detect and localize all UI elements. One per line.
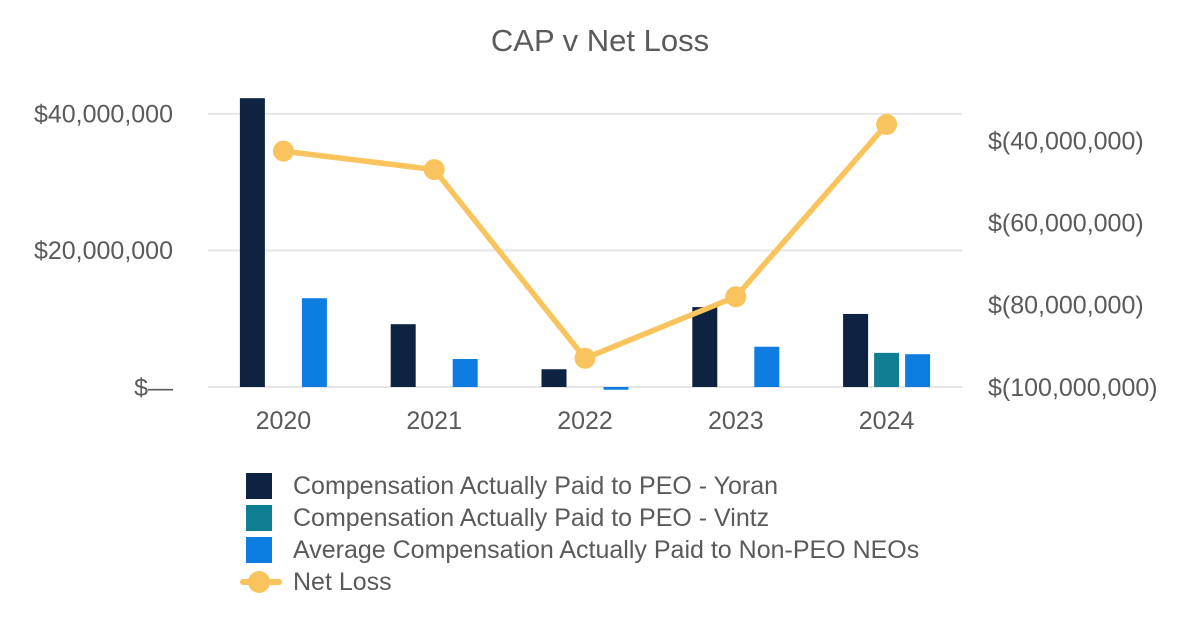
left-axis-tick-label: $20,000,000 — [34, 237, 173, 265]
net-loss-point-2021 — [423, 159, 445, 181]
legend-label: Net Loss — [293, 567, 392, 596]
legend-label: Compensation Actually Paid to PEO - Yora… — [293, 471, 779, 500]
legend-label: Compensation Actually Paid to PEO - Vint… — [293, 503, 770, 532]
right-axis-tick-label: $(60,000,000) — [988, 210, 1144, 238]
net-loss-line — [280, 121, 890, 362]
x-axis-tick-label: 2020 — [256, 407, 312, 435]
x-axis-tick-label: 2024 — [859, 407, 915, 435]
legend-item-peo-vintz: Compensation Actually Paid to PEO - Vint… — [246, 503, 919, 532]
right-axis-tick-label: $(80,000,000) — [988, 292, 1144, 320]
bar-series0-2024 — [843, 313, 869, 387]
x-axis-tick-label: 2021 — [406, 407, 462, 435]
bar-series2-2021 — [452, 359, 478, 387]
chart-title: CAP v Net Loss — [490, 23, 710, 58]
bar-series2-2022 — [603, 387, 629, 390]
right-axis-tick-label: $(100,000,000) — [988, 374, 1158, 402]
legend-item-net-loss: Net Loss — [240, 567, 919, 596]
net-loss-point-2020 — [272, 140, 294, 162]
vintz-bar-swatch-icon — [246, 505, 272, 531]
yoran-bar-swatch-icon — [246, 473, 272, 499]
bar-series0-2020 — [239, 98, 265, 387]
chart-legend: Compensation Actually Paid to PEO - Yora… — [240, 471, 920, 596]
neo-bar-swatch-icon — [246, 537, 272, 563]
bar-series1-2024 — [874, 352, 900, 387]
net-loss-point-2024 — [876, 113, 898, 135]
legend-item-peo-yoran: Compensation Actually Paid to PEO - Yora… — [246, 471, 919, 500]
x-axis-tick-label: 2022 — [557, 407, 613, 435]
bar-series0-2023 — [692, 307, 718, 387]
x-axis-tick-label: 2023 — [708, 407, 764, 435]
bar-series0-2022 — [541, 369, 567, 387]
net-loss-point-2022 — [574, 347, 596, 369]
bar-series2-2024 — [905, 354, 931, 387]
legend-item-non-peo-neos: Average Compensation Actually Paid to No… — [246, 535, 920, 564]
bar-series2-2020 — [301, 298, 327, 387]
legend-label: Average Compensation Actually Paid to No… — [293, 535, 920, 564]
net-loss-point-2023 — [725, 286, 747, 308]
left-axis-tick-label: $40,000,000 — [34, 101, 173, 129]
left-axis-tick-label: $— — [134, 374, 173, 402]
bar-series2-2023 — [754, 346, 780, 387]
net-loss-line-marker-icon — [240, 569, 282, 595]
bar-series0-2021 — [390, 324, 416, 387]
right-axis-tick-label: $(40,000,000) — [988, 128, 1144, 156]
